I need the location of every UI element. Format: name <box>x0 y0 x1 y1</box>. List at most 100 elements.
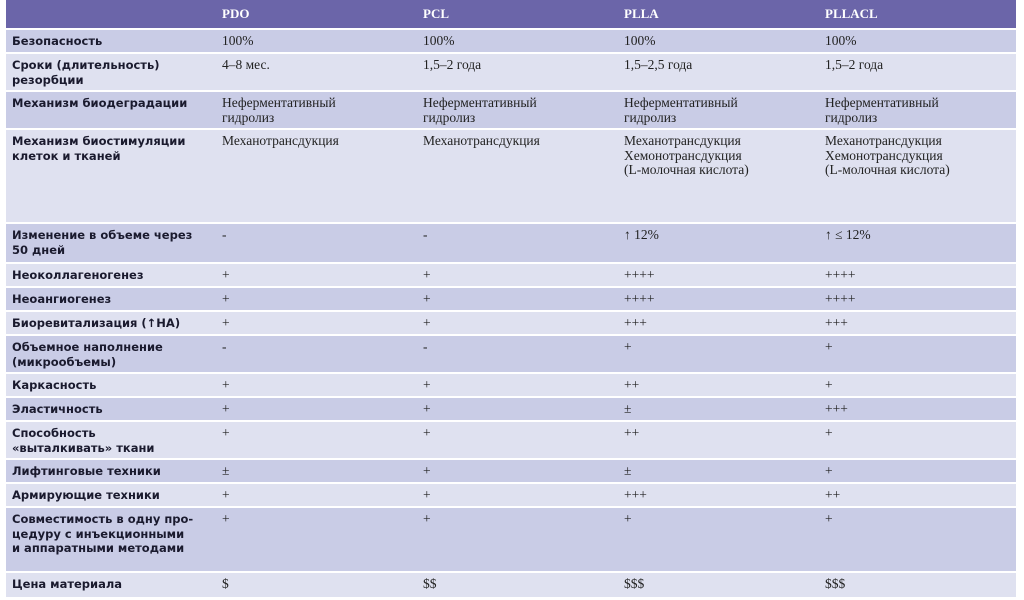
cell-value: ++ <box>624 377 640 392</box>
row-label: Механизм биодеградации <box>12 96 188 110</box>
cell-value: + <box>222 487 230 502</box>
cell-value: - <box>222 227 227 242</box>
cell-value: Механотрансдукция Хемонотрансдукция (L-м… <box>624 133 749 177</box>
cell-value: + <box>222 401 230 416</box>
cell-value: 100% <box>423 33 455 48</box>
table-row: Механизм биодеградации Неферментативный г… <box>6 92 1016 128</box>
table-row: Эластичность + + ± +++ <box>6 398 1016 420</box>
cell-value: $$$ <box>624 576 645 591</box>
table-row: Безопасность 100% 100% 100% 100% <box>6 30 1016 52</box>
row-label: Безопасность <box>12 34 103 48</box>
column-header: PDO <box>222 6 250 21</box>
row-label: Изменение в объеме через 50 дней <box>12 228 193 257</box>
cell-value: +++ <box>624 315 647 330</box>
cell-value: Механотрансдукция <box>222 133 339 148</box>
row-label: Эластичность <box>12 402 103 416</box>
cell-value: 1,5–2,5 года <box>624 57 693 72</box>
cell-value: ++ <box>825 487 841 502</box>
cell-value: - <box>222 339 227 354</box>
row-label: Способность «выталкивать» ткани <box>12 426 155 455</box>
column-header: PCL <box>423 6 449 21</box>
table-row: Армирующие техники + + +++ ++ <box>6 484 1016 506</box>
row-label: Армирующие техники <box>12 488 160 502</box>
cell-value: + <box>222 425 230 440</box>
cell-value: Неферментативный гидролиз <box>825 95 939 125</box>
table-row: Цена материала $ $$ $$$ $$$ <box>6 573 1016 597</box>
cell-value: ++ <box>624 425 640 440</box>
cell-value: + <box>825 339 833 354</box>
column-header: PLLACL <box>825 6 878 21</box>
cell-value: + <box>423 511 431 526</box>
cell-value: +++ <box>825 401 848 416</box>
cell-value: + <box>423 401 431 416</box>
cell-value: + <box>423 315 431 330</box>
row-label: Совместимость в одну про- цедуру с инъек… <box>12 512 194 555</box>
row-label: Биоревитализация (↑HA) <box>12 316 181 330</box>
cell-value: + <box>825 463 833 478</box>
cell-value: +++ <box>624 487 647 502</box>
cell-value: - <box>423 339 428 354</box>
table-row: Совместимость в одну про- цедуру с инъек… <box>6 508 1016 571</box>
cell-value: $$ <box>423 576 437 591</box>
cell-value: + <box>423 487 431 502</box>
cell-value: + <box>423 267 431 282</box>
cell-value: ++++ <box>624 291 655 306</box>
cell-value: $$$ <box>825 576 846 591</box>
table-row: Способность «выталкивать» ткани + + ++ + <box>6 422 1016 458</box>
cell-value: + <box>423 425 431 440</box>
table-row: Неоангиогенез + + ++++ ++++ <box>6 288 1016 310</box>
cell-value: + <box>222 377 230 392</box>
table-row: Объемное наполнение (микрообъемы) - - + + <box>6 336 1016 372</box>
cell-value: + <box>825 425 833 440</box>
cell-value: + <box>423 377 431 392</box>
row-label: Каркасность <box>12 378 97 392</box>
cell-value: ↑ 12% <box>624 227 659 242</box>
cell-value: Механотрансдукция Хемонотрансдукция (L-м… <box>825 133 950 177</box>
table-row: Изменение в объеме через 50 дней - - ↑ 12% ↑… <box>6 224 1016 262</box>
table-row: Сроки (длительность) резорбции 4–8 мес. 1,… <box>6 54 1016 90</box>
row-label: Неоангиогенез <box>12 292 112 306</box>
row-label: Объемное наполнение (микрообъемы) <box>12 340 163 369</box>
cell-value: + <box>222 291 230 306</box>
table-row: Каркасность + + ++ + <box>6 374 1016 396</box>
cell-value: + <box>825 511 833 526</box>
row-label: Цена материала <box>12 577 123 591</box>
table-row: Механизм биостимуляции клеток и тканей Ме… <box>6 130 1016 222</box>
cell-value: 100% <box>222 33 254 48</box>
cell-value: Механотрансдукция <box>423 133 540 148</box>
cell-value: 1,5–2 года <box>423 57 482 72</box>
cell-value: Неферментативный гидролиз <box>423 95 537 125</box>
cell-value: ± <box>222 463 230 478</box>
cell-value: + <box>222 267 230 282</box>
cell-value: 4–8 мес. <box>222 57 270 72</box>
row-label: Неоколлагеногенез <box>12 268 144 282</box>
cell-value: +++ <box>825 315 848 330</box>
cell-value: ++++ <box>624 267 655 282</box>
cell-value: Неферментативный гидролиз <box>624 95 738 125</box>
row-label: Лифтинговые техники <box>12 464 161 478</box>
cell-value: + <box>624 511 632 526</box>
cell-value: 100% <box>825 33 857 48</box>
cell-value: + <box>222 315 230 330</box>
column-header: PLLA <box>624 6 659 21</box>
row-label: Механизм биостимуляции клеток и тканей <box>12 134 186 163</box>
cell-value: 1,5–2 года <box>825 57 884 72</box>
cell-value: + <box>423 463 431 478</box>
cell-value: + <box>423 291 431 306</box>
table-row: Биоревитализация (↑HA) + + +++ +++ <box>6 312 1016 334</box>
cell-value: 100% <box>624 33 656 48</box>
cell-value: ++++ <box>825 267 856 282</box>
header-row: PDO PCL PLLA PLLACL <box>6 0 1016 28</box>
table-row: Неоколлагеногенез + + ++++ ++++ <box>6 264 1016 286</box>
cell-value: ± <box>624 401 632 416</box>
table-row: Лифтинговые техники ± + ± + <box>6 460 1016 482</box>
cell-value: ↑ ≤ 12% <box>825 227 871 242</box>
cell-value: - <box>423 227 428 242</box>
cell-value: ± <box>624 463 632 478</box>
cell-value: + <box>624 339 632 354</box>
row-label: Сроки (длительность) резорбции <box>12 58 160 87</box>
cell-value: $ <box>222 576 229 591</box>
cell-value: + <box>222 511 230 526</box>
cell-value: + <box>825 377 833 392</box>
